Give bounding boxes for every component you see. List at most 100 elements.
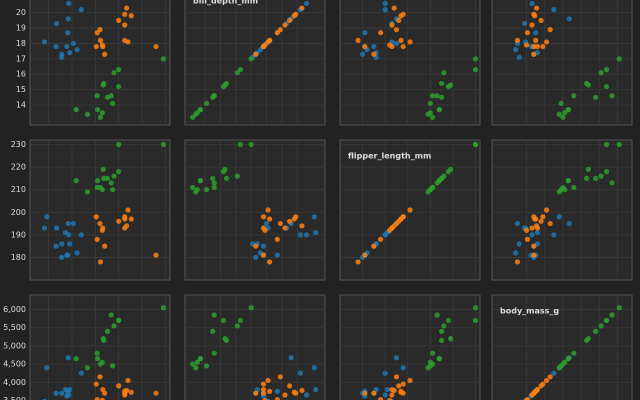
data-point [128, 389, 134, 395]
data-point [108, 312, 114, 318]
data-point [516, 241, 522, 247]
data-point [371, 243, 377, 249]
data-point [111, 323, 117, 329]
data-point [603, 83, 610, 90]
data-point [277, 374, 283, 380]
data-point [407, 377, 413, 384]
data-point [267, 259, 273, 265]
data-point [65, 30, 71, 36]
data-point [598, 70, 604, 76]
data-point [84, 111, 90, 117]
data-point [514, 220, 521, 227]
data-point [425, 189, 431, 195]
data-point [311, 365, 317, 371]
data-point [253, 51, 259, 57]
data-point [434, 180, 440, 186]
data-point [95, 107, 101, 113]
data-point [203, 100, 210, 107]
panel [29, 0, 171, 126]
data-point [531, 243, 537, 249]
y-tick-label: 190 [11, 230, 26, 239]
data-point [84, 189, 90, 195]
data-point [153, 252, 159, 258]
data-point [95, 178, 101, 184]
data-point [78, 7, 84, 13]
y-tick-label: 16 [16, 70, 26, 79]
data-point [593, 175, 599, 181]
data-point [253, 254, 259, 261]
data-point [427, 100, 433, 107]
data-point [222, 166, 228, 172]
data-point [260, 243, 267, 249]
data-point [540, 43, 546, 50]
data-point [104, 175, 111, 181]
data-point [609, 312, 615, 318]
data-point [99, 359, 105, 365]
data-point [362, 252, 368, 258]
data-point [529, 0, 535, 7]
panel [184, 0, 326, 126]
data-point [116, 218, 122, 224]
diagonal-label: body_mass_g [500, 307, 559, 316]
data-point [274, 236, 280, 242]
data-point [190, 361, 196, 367]
data-point [616, 141, 622, 148]
data-point [74, 250, 80, 256]
data-point [287, 383, 293, 389]
data-point [439, 328, 445, 334]
data-point [529, 22, 535, 28]
data-point [529, 225, 535, 231]
y-tick-label: 5,500 [3, 323, 26, 332]
data-point [400, 381, 406, 387]
data-point [253, 390, 259, 396]
data-point [362, 30, 368, 36]
data-point [524, 396, 531, 400]
data-point [441, 323, 447, 329]
data-point [59, 254, 65, 261]
data-point [128, 13, 134, 19]
data-point [393, 374, 400, 380]
data-point [100, 43, 106, 50]
panel [339, 0, 481, 126]
data-point [125, 377, 131, 384]
data-point [248, 141, 254, 148]
data-point [94, 184, 100, 191]
data-point [434, 93, 440, 99]
data-point [547, 220, 553, 227]
data-point [62, 229, 69, 236]
y-tick-label: 4,000 [3, 378, 26, 387]
y-tick-label: 20 [16, 8, 26, 17]
data-point [197, 107, 203, 113]
data-point [560, 114, 566, 120]
data-point [472, 317, 479, 324]
data-point [190, 184, 196, 191]
data-point [609, 180, 615, 186]
data-point [556, 111, 562, 117]
data-point [70, 40, 76, 47]
data-point [400, 365, 406, 371]
data-point [472, 305, 479, 311]
data-point [583, 175, 590, 181]
data-point [565, 356, 571, 362]
data-point [533, 37, 539, 43]
y-tick-label: 5,000 [3, 341, 26, 350]
data-point [260, 381, 267, 387]
data-point [153, 43, 159, 50]
data-point [99, 187, 105, 193]
data-point [124, 223, 130, 229]
data-point [116, 169, 122, 175]
data-point [543, 207, 550, 213]
data-point [543, 377, 550, 384]
data-point [293, 390, 299, 396]
data-point [210, 328, 216, 334]
data-point [237, 317, 243, 324]
data-point [277, 220, 283, 227]
y-tick-label: 220 [11, 163, 26, 172]
data-point [393, 355, 400, 361]
data-point [122, 214, 128, 220]
data-point [260, 390, 267, 396]
y-tick-label: 210 [11, 185, 26, 194]
data-point [524, 30, 531, 36]
y-tick-label: 3,500 [3, 396, 26, 400]
data-point [67, 241, 73, 247]
